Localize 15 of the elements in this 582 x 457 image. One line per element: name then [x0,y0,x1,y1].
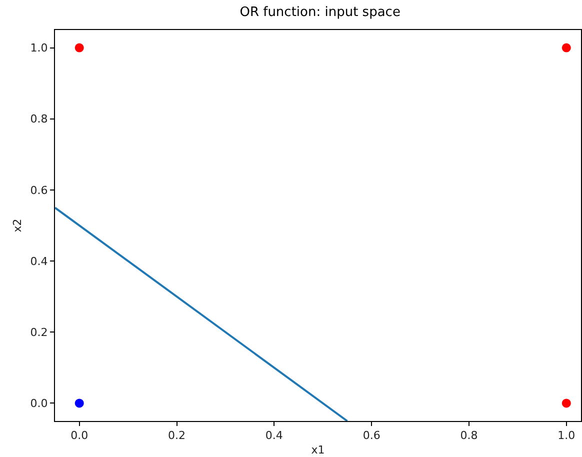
x-tick-label: 0.8 [460,429,478,442]
y-axis-title: x2 [10,218,24,232]
x-tick-label: 0.6 [362,429,380,442]
y-tick-label: 0.6 [30,184,48,197]
x-tick-label: 1.0 [558,429,576,442]
y-tick-label: 0.8 [30,112,48,126]
y-tick-label: 1.0 [30,42,48,55]
x-tick-label: 0.4 [265,429,283,442]
x-tick-label: 0.0 [70,429,88,442]
x-tick-label: 0.2 [168,429,186,442]
y-tick-label: 0.2 [30,326,48,339]
y-tick-label: 0.4 [30,254,48,268]
x-axis-title: x1 [311,443,325,456]
y-tick-label: 0.0 [30,397,48,410]
chart-title: OR function: input space [240,4,400,20]
